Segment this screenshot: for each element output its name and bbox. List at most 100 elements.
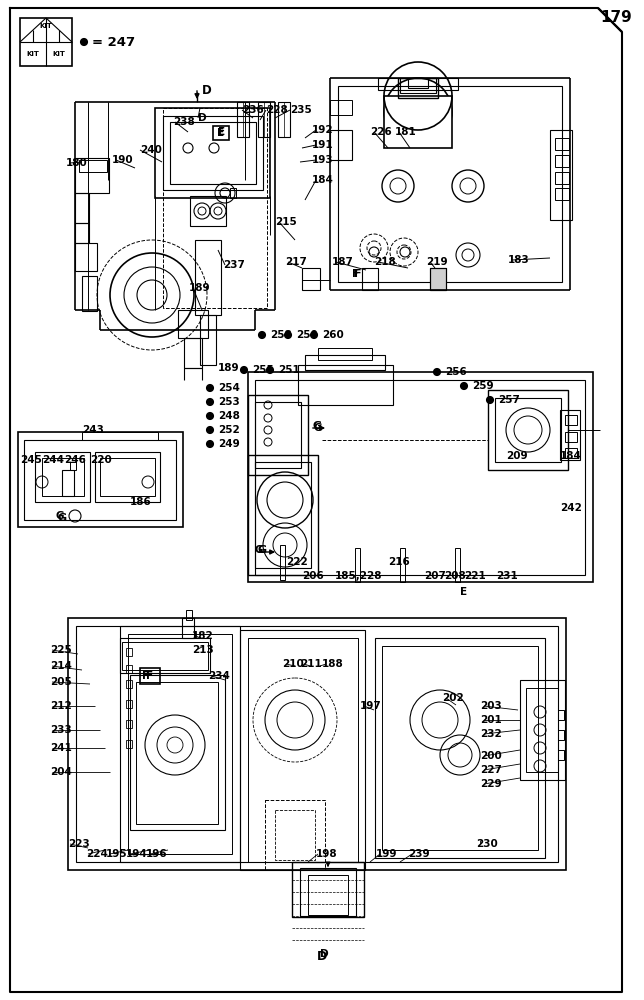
Text: 179: 179 <box>600 10 632 25</box>
Text: 208: 208 <box>444 571 466 581</box>
Bar <box>565 448 577 458</box>
Text: 227: 227 <box>480 765 502 775</box>
Bar <box>292 862 364 917</box>
Text: 231: 231 <box>496 571 518 581</box>
Bar <box>100 458 155 496</box>
Bar <box>302 268 320 290</box>
Text: 237: 237 <box>223 260 245 270</box>
Bar <box>68 618 566 870</box>
Text: 256: 256 <box>445 367 467 377</box>
Bar <box>95 452 160 502</box>
Text: 204: 204 <box>50 767 72 777</box>
Text: 196: 196 <box>146 849 167 859</box>
Text: 201: 201 <box>480 715 502 725</box>
Circle shape <box>240 366 247 373</box>
Bar <box>128 634 232 854</box>
Text: F: F <box>146 671 153 681</box>
Bar <box>565 432 577 442</box>
Text: E: E <box>460 587 467 597</box>
Text: 184: 184 <box>560 451 582 461</box>
Text: 194: 194 <box>126 849 147 859</box>
Text: 205: 205 <box>50 677 71 687</box>
Text: KIT: KIT <box>53 51 66 57</box>
Text: 245: 245 <box>20 455 42 465</box>
Text: 199: 199 <box>376 849 397 859</box>
Text: 181: 181 <box>395 127 417 137</box>
Bar <box>170 122 256 184</box>
Text: 221: 221 <box>464 571 486 581</box>
Bar <box>126 700 132 708</box>
Text: 220: 220 <box>90 455 112 465</box>
Bar <box>305 355 385 370</box>
Bar <box>178 310 208 338</box>
Bar <box>558 710 564 720</box>
Text: 182: 182 <box>192 631 214 641</box>
Bar <box>62 470 74 496</box>
Bar <box>35 452 90 502</box>
Text: 250: 250 <box>296 330 317 340</box>
Bar <box>398 78 438 98</box>
Text: 219: 219 <box>426 257 448 267</box>
Bar <box>230 188 236 198</box>
Text: 184: 184 <box>312 175 334 185</box>
Text: 254: 254 <box>218 383 240 393</box>
Bar <box>24 440 176 520</box>
Bar <box>300 868 356 916</box>
Circle shape <box>433 368 440 375</box>
Text: F: F <box>354 269 361 279</box>
Text: 258: 258 <box>270 330 292 340</box>
Text: 217: 217 <box>285 257 307 267</box>
Bar <box>558 750 564 760</box>
Bar <box>120 626 240 862</box>
Text: 241: 241 <box>50 743 72 753</box>
Bar <box>155 108 270 198</box>
Text: 232: 232 <box>480 729 502 739</box>
Text: E: E <box>218 127 225 137</box>
Bar <box>75 243 97 271</box>
Bar <box>248 372 593 582</box>
Text: F: F <box>142 671 149 681</box>
Text: 213: 213 <box>192 645 214 655</box>
Text: 233: 233 <box>50 725 71 735</box>
Text: 225: 225 <box>50 645 71 655</box>
Bar <box>555 172 569 184</box>
Bar <box>555 155 569 167</box>
Text: 249: 249 <box>218 439 240 449</box>
Bar <box>70 462 76 470</box>
Text: 200: 200 <box>480 751 502 761</box>
Bar <box>42 458 84 496</box>
Text: 195: 195 <box>106 849 128 859</box>
Bar <box>560 410 580 460</box>
Text: 252: 252 <box>218 425 240 435</box>
Circle shape <box>285 332 292 338</box>
Bar <box>265 800 325 870</box>
Bar <box>18 432 183 527</box>
Text: 203: 203 <box>480 701 502 711</box>
Text: 253: 253 <box>218 397 240 407</box>
Bar <box>258 102 270 137</box>
Text: 238: 238 <box>173 117 194 127</box>
Text: 246: 246 <box>64 455 86 465</box>
Bar <box>275 810 315 860</box>
Text: 216: 216 <box>388 557 410 567</box>
Text: 228: 228 <box>266 105 288 115</box>
Bar <box>75 158 109 193</box>
Bar <box>408 78 428 88</box>
Text: 229: 229 <box>480 779 502 789</box>
Text: 236: 236 <box>242 105 264 115</box>
Bar <box>330 130 352 160</box>
Bar <box>195 240 221 315</box>
Bar <box>237 102 249 137</box>
Text: D: D <box>317 950 327 962</box>
Text: 222: 222 <box>286 557 308 567</box>
Text: 206: 206 <box>302 571 324 581</box>
Bar <box>298 365 393 405</box>
Text: G: G <box>313 421 322 431</box>
Text: 215: 215 <box>275 217 297 227</box>
Text: 259: 259 <box>472 381 493 391</box>
Text: D: D <box>198 113 207 123</box>
Text: G: G <box>258 545 267 555</box>
Text: 260: 260 <box>322 330 344 340</box>
Bar <box>182 618 194 638</box>
Text: 185,228: 185,228 <box>335 571 383 581</box>
